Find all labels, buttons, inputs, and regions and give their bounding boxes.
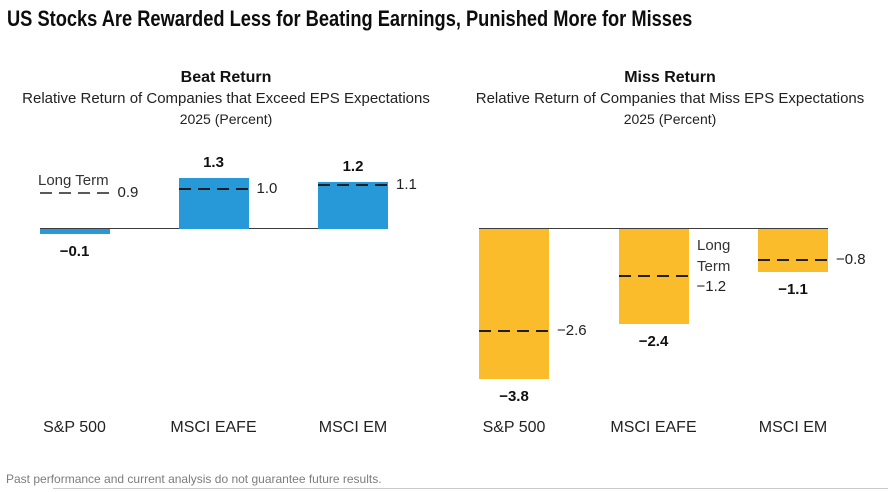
disclaimer-text: Past performance and current analysis do… <box>6 472 382 486</box>
value-label-beat-mscieafe: 1.3 <box>203 154 224 171</box>
miss-chart-header: Miss Return Relative Return of Companies… <box>448 68 888 129</box>
longterm-dash-beat-msciem <box>318 184 388 186</box>
longterm-dash-miss-sp500 <box>479 330 549 332</box>
longterm-label-beat-mscieafe: 1.0 <box>256 180 278 197</box>
longterm-label-beat-msciem: 1.1 <box>396 176 417 193</box>
category-label-beat-sp500: S&P 500 <box>43 419 106 436</box>
bar-beat-mscieafe <box>178 178 249 229</box>
longterm-dash-miss-mscieafe <box>618 275 689 277</box>
category-label-beat-msciem: MSCI EM <box>318 419 388 436</box>
bar-miss-sp500 <box>479 229 549 379</box>
longterm-label-miss-sp500: −2.6 <box>557 322 587 339</box>
figure-title: US Stocks Are Rewarded Less for Beating … <box>7 6 693 31</box>
value-label-miss-mscieafe: −2.4 <box>638 333 669 350</box>
category-label-miss-mscieafe: MSCI EAFE <box>610 419 697 436</box>
bar-miss-msciem <box>758 229 828 272</box>
bar-beat-sp500 <box>39 229 110 234</box>
category-label-miss-sp500: S&P 500 <box>482 419 546 436</box>
value-label-miss-msciem: −1.1 <box>778 281 808 298</box>
longterm-label-miss-msciem: −0.8 <box>836 251 866 268</box>
beat-chart-subtitle: Relative Return of Companies that Exceed… <box>22 90 430 107</box>
miss-chart-subtitle: Relative Return of Companies that Miss E… <box>475 90 865 107</box>
category-label-miss-msciem: MSCI EM <box>758 419 828 436</box>
bottom-border-rule <box>53 488 888 489</box>
value-label-beat-sp500: −0.1 <box>59 243 90 260</box>
long-term-legend-miss: Long Term <box>697 237 731 275</box>
longterm-dash-beat-mscieafe <box>178 188 249 190</box>
beat-chart-header: Beat Return Relative Return of Companies… <box>0 68 452 129</box>
value-label-miss-sp500: −3.8 <box>499 388 529 405</box>
long-term-legend-beat: Long Term <box>38 172 109 189</box>
miss-chart-period-label: 2025 (Percent) <box>623 111 717 127</box>
longterm-dash-miss-msciem <box>758 259 828 261</box>
beat-chart-period-label: 2025 (Percent) <box>179 111 273 127</box>
value-label-beat-msciem: 1.2 <box>342 158 364 175</box>
category-label-beat-mscieafe: MSCI EAFE <box>170 419 257 436</box>
longterm-label-miss-mscieafe: −1.2 <box>696 278 727 295</box>
longterm-label-beat-sp500: 0.9 <box>117 184 139 201</box>
miss-baseline-axis <box>479 228 828 229</box>
miss-chart-title: Miss Return <box>624 69 716 86</box>
longterm-dash-beat-sp500 <box>39 192 110 194</box>
bar-beat-msciem <box>318 182 388 229</box>
beat-chart-title: Beat Return <box>180 69 272 86</box>
